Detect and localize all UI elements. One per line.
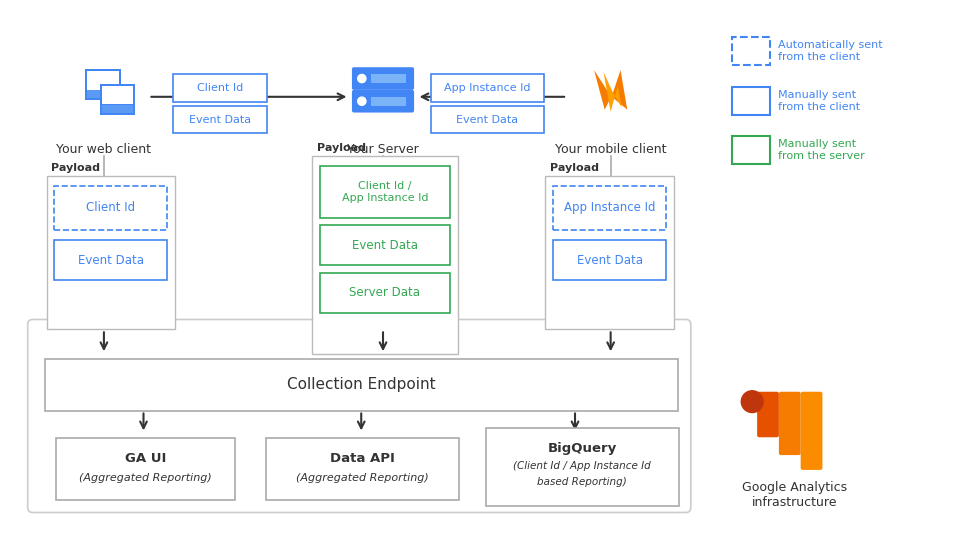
- Text: (Aggregated Reporting): (Aggregated Reporting): [79, 473, 212, 483]
- Text: Automatically sent
from the client: Automatically sent from the client: [778, 40, 882, 62]
- Bar: [102, 105, 133, 113]
- Bar: [320, 226, 450, 265]
- Bar: [44, 359, 678, 410]
- Bar: [87, 90, 118, 98]
- Polygon shape: [604, 72, 622, 112]
- Bar: [173, 74, 267, 102]
- Bar: [372, 97, 406, 106]
- Text: Payload: Payload: [52, 163, 101, 173]
- Text: Client Id: Client Id: [86, 201, 135, 214]
- Bar: [312, 156, 458, 354]
- Bar: [102, 86, 133, 104]
- Text: Event Data: Event Data: [78, 254, 144, 267]
- Bar: [372, 74, 406, 83]
- Bar: [320, 273, 450, 313]
- Bar: [732, 37, 770, 65]
- Polygon shape: [594, 70, 627, 110]
- Text: Collection Endpoint: Collection Endpoint: [287, 377, 436, 392]
- FancyBboxPatch shape: [757, 392, 779, 437]
- Circle shape: [358, 97, 366, 105]
- Bar: [486, 428, 679, 505]
- FancyBboxPatch shape: [352, 90, 414, 112]
- Circle shape: [358, 75, 366, 83]
- Circle shape: [741, 391, 763, 413]
- Bar: [545, 176, 674, 329]
- Text: based Reporting): based Reporting): [537, 477, 627, 487]
- Text: Event Data: Event Data: [577, 254, 642, 267]
- Bar: [320, 166, 450, 218]
- Bar: [87, 71, 118, 90]
- FancyBboxPatch shape: [801, 392, 823, 470]
- Text: Your web client: Your web client: [57, 143, 152, 156]
- Text: GA UI: GA UI: [125, 451, 166, 464]
- Text: Client Id /
App Instance Id: Client Id / App Instance Id: [342, 181, 428, 202]
- Bar: [173, 106, 267, 133]
- Text: Your Server: Your Server: [348, 143, 419, 156]
- Bar: [553, 186, 666, 231]
- Text: Client Id: Client Id: [197, 83, 243, 93]
- Text: App Instance Id: App Instance Id: [444, 83, 530, 93]
- Bar: [57, 438, 234, 500]
- Text: Server Data: Server Data: [349, 286, 420, 299]
- Text: Event Data: Event Data: [189, 114, 251, 125]
- Text: Manually sent
from the client: Manually sent from the client: [778, 90, 860, 112]
- Bar: [55, 186, 167, 231]
- Bar: [430, 74, 544, 102]
- Text: Payload: Payload: [550, 163, 599, 173]
- Text: Event Data: Event Data: [456, 114, 518, 125]
- Text: App Instance Id: App Instance Id: [564, 201, 656, 214]
- Bar: [732, 137, 770, 164]
- Text: Google Analytics
infrastructure: Google Analytics infrastructure: [742, 481, 848, 509]
- Bar: [430, 106, 544, 133]
- Bar: [46, 176, 175, 329]
- Text: BigQuery: BigQuery: [547, 442, 616, 455]
- Text: Event Data: Event Data: [352, 239, 418, 252]
- Text: (Client Id / App Instance Id: (Client Id / App Instance Id: [513, 461, 651, 471]
- Text: (Aggregated Reporting): (Aggregated Reporting): [296, 473, 428, 483]
- Text: Payload: Payload: [317, 143, 366, 153]
- Bar: [553, 240, 666, 280]
- Bar: [732, 87, 770, 114]
- Bar: [100, 84, 135, 114]
- Bar: [85, 69, 121, 100]
- Text: Data API: Data API: [330, 451, 395, 464]
- FancyBboxPatch shape: [352, 67, 414, 90]
- Bar: [55, 240, 167, 280]
- Text: Manually sent
from the server: Manually sent from the server: [778, 139, 865, 161]
- FancyBboxPatch shape: [779, 392, 801, 455]
- Text: Your mobile client: Your mobile client: [555, 143, 666, 156]
- Bar: [266, 438, 459, 500]
